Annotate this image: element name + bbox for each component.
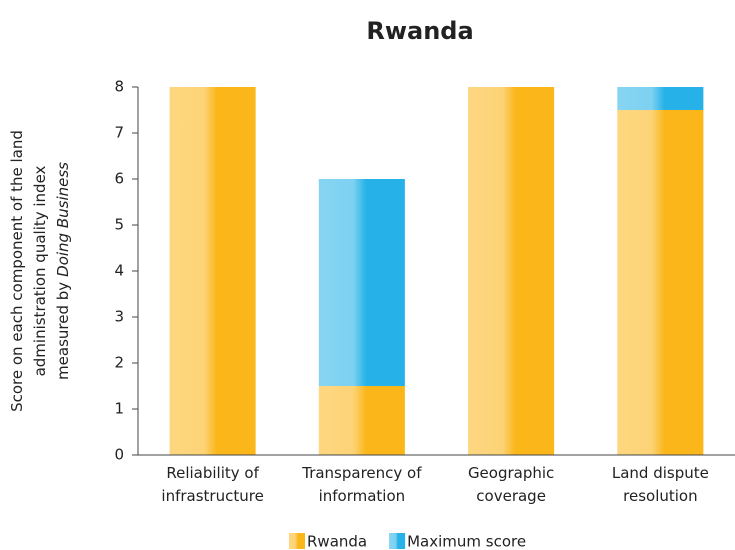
legend-label: Maximum score	[407, 533, 526, 550]
y-tick-label: 6	[114, 170, 124, 188]
x-label-line: infrastructure	[161, 487, 263, 505]
bar-shine	[318, 179, 405, 386]
y-label-line: Score on each component of the land	[8, 130, 26, 412]
bar-shine	[468, 87, 555, 455]
y-axis-label: Score on each component of the land admin…	[8, 130, 72, 412]
y-tick-label: 4	[114, 262, 124, 280]
x-label-line: Land dispute	[612, 464, 709, 482]
y-tick-label: 8	[114, 78, 124, 96]
y-tick-label: 5	[114, 216, 124, 234]
bar-shine	[318, 386, 405, 455]
y-tick-label: 2	[114, 354, 124, 372]
x-tick-label: Geographic coverage	[468, 464, 554, 505]
legend-shine	[389, 533, 406, 549]
x-tick-label: Transparency of information	[301, 464, 422, 505]
bar-shine	[617, 110, 704, 455]
y-tick-label: 1	[114, 400, 124, 418]
x-label-line: Reliability of	[166, 464, 259, 482]
x-tick-label: Reliability of infrastructure	[161, 464, 263, 505]
bar-shine	[169, 87, 256, 455]
x-label-line: information	[319, 487, 406, 505]
x-tick-label: Land dispute resolution	[612, 464, 709, 505]
y-label-line: measured by	[54, 282, 72, 380]
bar-shine	[617, 87, 704, 110]
x-label-line: coverage	[476, 487, 546, 505]
legend-label: Rwanda	[307, 533, 367, 550]
x-label-line: resolution	[623, 487, 697, 505]
y-tick-label: 7	[114, 124, 124, 142]
x-label-line: Geographic	[468, 464, 554, 482]
legend-shine	[289, 533, 305, 549]
y-tick-label: 0	[114, 446, 124, 464]
y-tick-label: 3	[114, 308, 124, 326]
y-label-italic: Doing Business	[54, 162, 72, 277]
y-label-line: administration quality index	[31, 165, 49, 376]
x-label-line: Transparency of	[301, 464, 422, 482]
chart-title: Rwanda	[366, 17, 473, 45]
